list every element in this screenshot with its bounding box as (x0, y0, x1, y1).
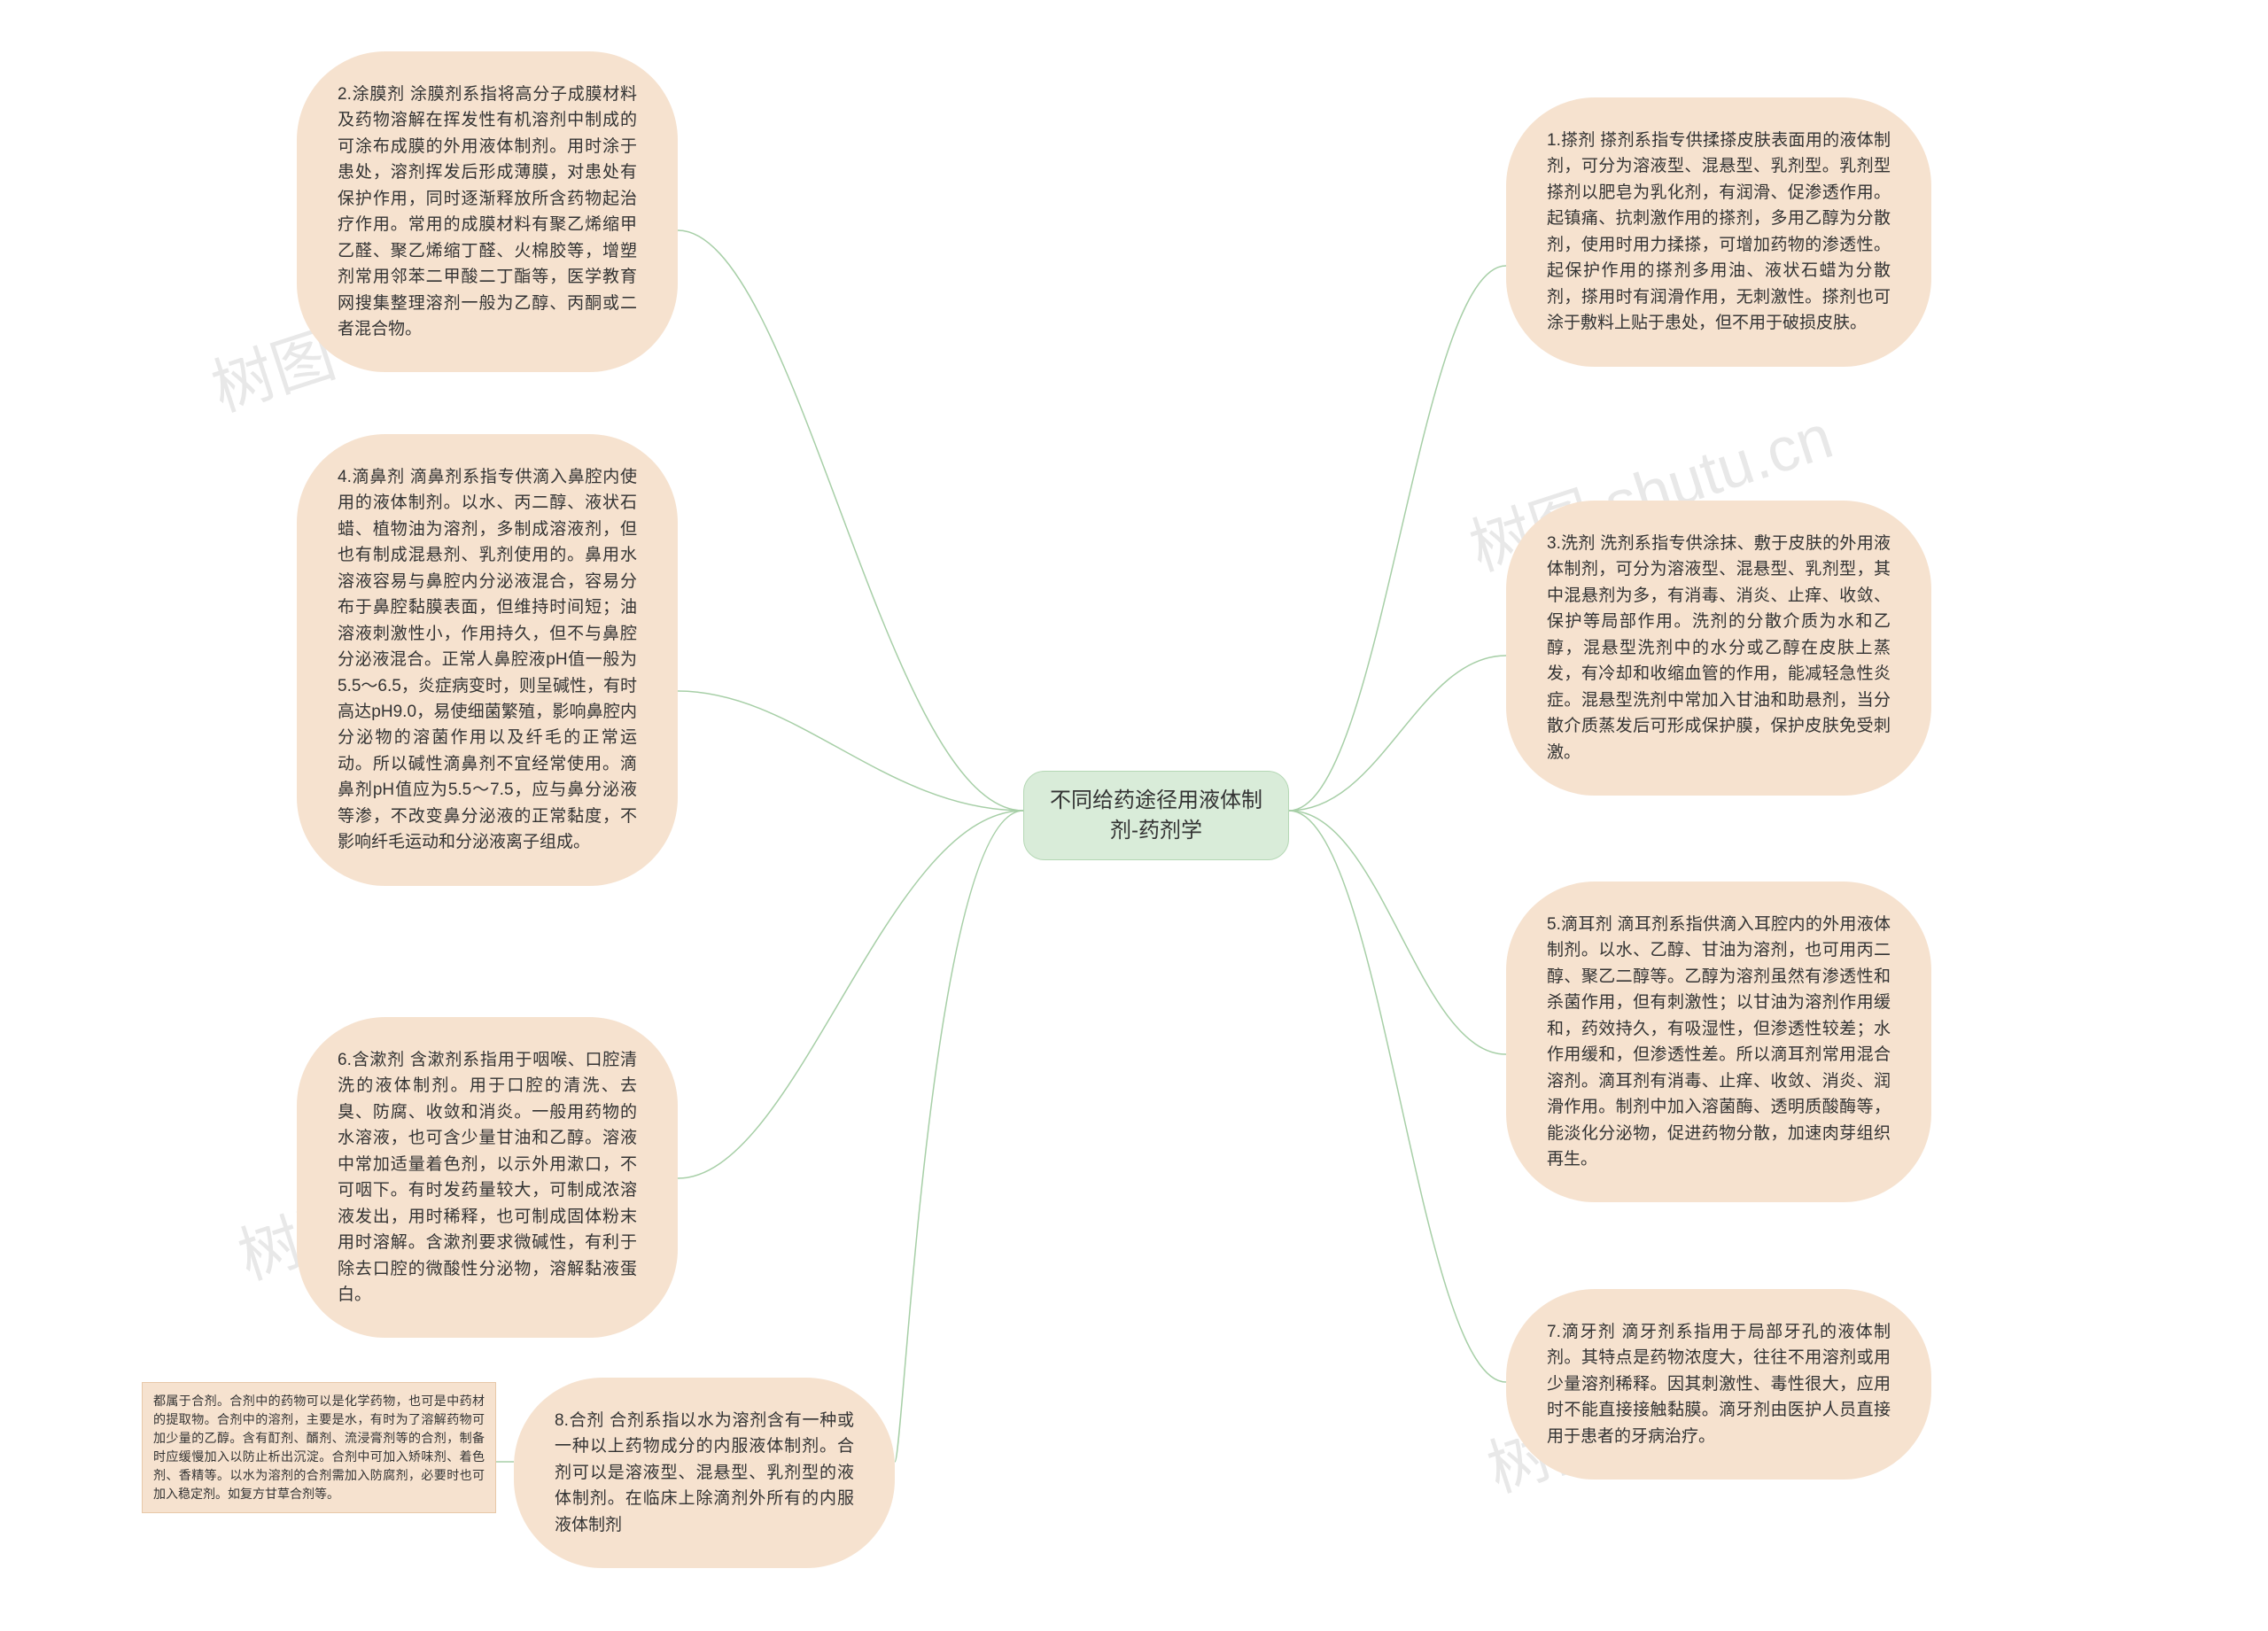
topic-text: 1.搽剂 搽剂系指专供揉搽皮肤表面用的液体制剂，可分为溶液型、混悬型、乳剂型。乳… (1547, 131, 1891, 332)
topic-text: 8.合剂 合剂系指以水为溶剂含有一种或一种以上药物成分的内服液体制剂。合剂可以是… (555, 1411, 854, 1534)
topic-text: 4.滴鼻剂 滴鼻剂系指专供滴入鼻腔内使用的液体制剂。以水、丙二醇、液状石蜡、植物… (338, 468, 637, 851)
topic-7: 7.滴牙剂 滴牙剂系指用于局部牙孔的液体制剂。其特点是药物浓度大，往往不用溶剂或… (1506, 1289, 1931, 1480)
topic-8: 8.合剂 合剂系指以水为溶剂含有一种或一种以上药物成分的内服液体制剂。合剂可以是… (514, 1378, 895, 1568)
topic-text: 5.滴耳剂 滴耳剂系指供滴入耳腔内的外用液体制剂。以水、乙醇、甘油为溶剂，也可用… (1547, 915, 1891, 1169)
leaf-text: 都属于合剂。合剂中的药物可以是化学药物，也可是中药材的提取物。合剂中的溶剂，主要… (153, 1394, 485, 1501)
topic-4: 4.滴鼻剂 滴鼻剂系指专供滴入鼻腔内使用的液体制剂。以水、丙二醇、液状石蜡、植物… (297, 434, 678, 886)
topic-5: 5.滴耳剂 滴耳剂系指供滴入耳腔内的外用液体制剂。以水、乙醇、甘油为溶剂，也可用… (1506, 882, 1931, 1202)
center-label: 不同给药途径用液体制剂-药剂学 (1050, 788, 1262, 843)
topic-3: 3.洗剂 洗剂系指专供涂抹、敷于皮肤的外用液体制剂，可分为溶液型、混悬型、乳剂型… (1506, 501, 1931, 796)
leaf-note: 都属于合剂。合剂中的药物可以是化学药物，也可是中药材的提取物。合剂中的溶剂，主要… (142, 1382, 496, 1513)
topic-text: 7.滴牙剂 滴牙剂系指用于局部牙孔的液体制剂。其特点是药物浓度大，往往不用溶剂或… (1547, 1323, 1891, 1446)
topic-text: 6.含漱剂 含漱剂系指用于咽喉、口腔清洗的液体制剂。用于口腔的清洗、去臭、防腐、… (338, 1051, 637, 1304)
topic-text: 3.洗剂 洗剂系指专供涂抹、敷于皮肤的外用液体制剂，可分为溶液型、混悬型、乳剂型… (1547, 534, 1891, 762)
topic-2: 2.涂膜剂 涂膜剂系指将高分子成膜材料及药物溶解在挥发性有机溶剂中制成的可涂布成… (297, 51, 678, 372)
topic-text: 2.涂膜剂 涂膜剂系指将高分子成膜材料及药物溶解在挥发性有机溶剂中制成的可涂布成… (338, 85, 637, 338)
topic-1: 1.搽剂 搽剂系指专供揉搽皮肤表面用的液体制剂，可分为溶液型、混悬型、乳剂型。乳… (1506, 97, 1931, 367)
center-node: 不同给药途径用液体制剂-药剂学 (1023, 771, 1289, 860)
topic-6: 6.含漱剂 含漱剂系指用于咽喉、口腔清洗的液体制剂。用于口腔的清洗、去臭、防腐、… (297, 1017, 678, 1338)
